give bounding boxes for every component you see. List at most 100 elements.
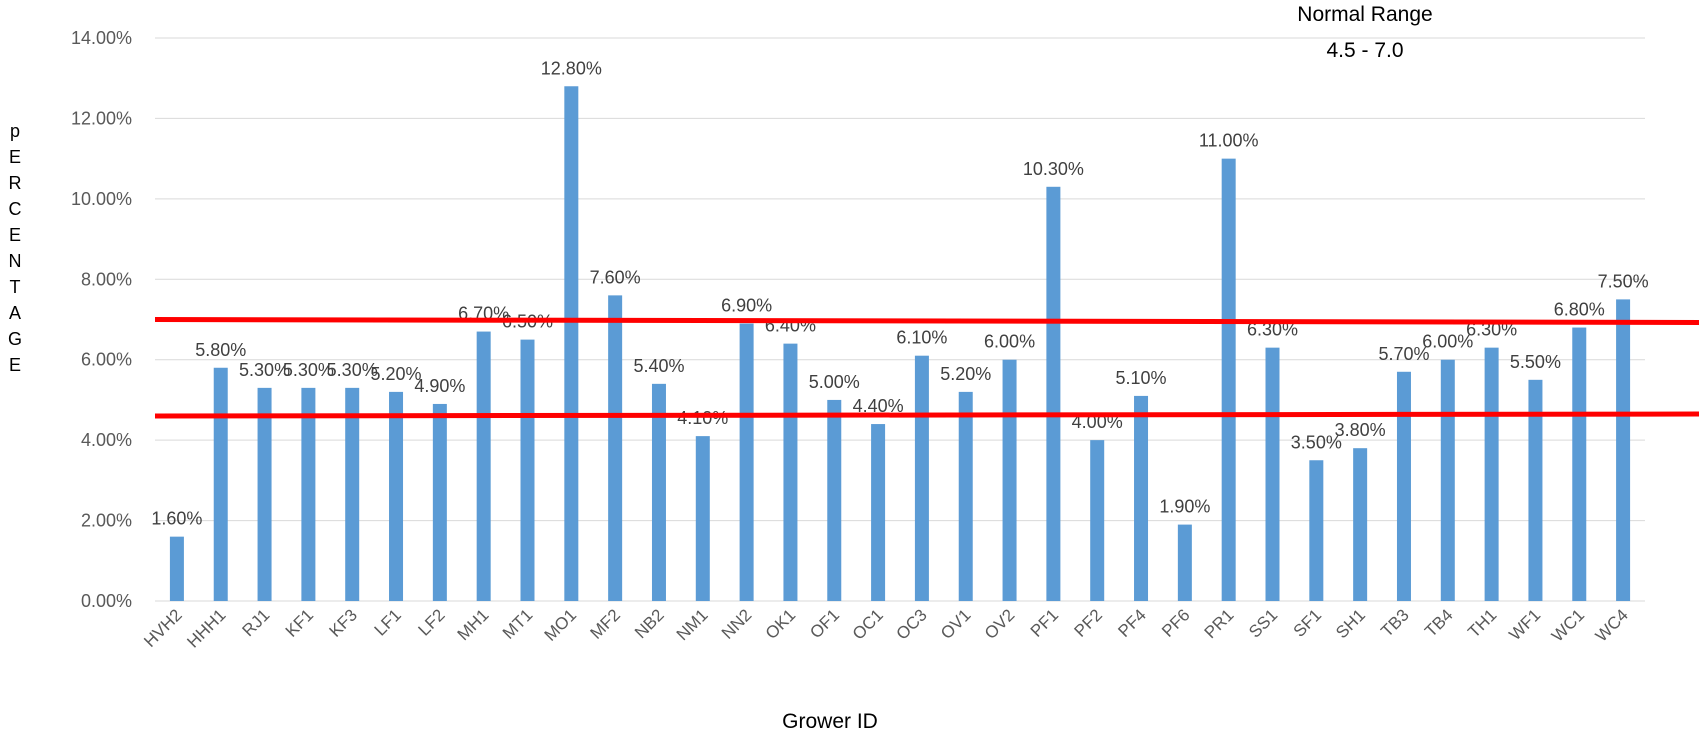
data-label: 5.50% [1510,352,1561,372]
y-tick-label: 10.00% [71,189,132,209]
bar-OV2 [1002,359,1017,601]
y-axis-title-letter: C [9,199,22,219]
bar-OK1 [783,343,798,601]
bar-RJ1 [257,387,272,601]
data-label: 1.60% [151,509,202,529]
x-tick-label: OV1 [937,605,974,642]
reference-line [154,317,1699,325]
bar-TH1 [1484,347,1499,601]
bar-OC3 [914,355,929,601]
data-label: 7.60% [590,267,641,287]
y-axis-title-letter: E [9,225,21,245]
y-tick-label: 12.00% [71,108,132,128]
x-tick-label: TB3 [1377,605,1412,640]
bar-PF4 [1134,395,1149,601]
data-label: 3.50% [1291,432,1342,452]
data-label: 5.80% [195,340,246,360]
x-tick-label: LF1 [371,605,405,639]
data-label: 5.10% [1116,368,1167,388]
annotation-range-values: 4.5 - 7.0 [1326,39,1403,62]
bars [169,86,1631,602]
data-label: 10.30% [1023,159,1084,179]
x-tick-label: PF6 [1158,605,1193,640]
x-tick-label: RJ1 [239,605,274,640]
y-tick-label: 2.00% [81,511,132,531]
bar-LF1 [389,391,404,601]
x-tick-label: WC4 [1592,605,1632,645]
x-tick-label: NB2 [631,605,668,642]
bar-PF1 [1046,186,1061,602]
bar-SH1 [1353,448,1368,601]
y-tick-label: 8.00% [81,269,132,289]
data-label: 5.70% [1378,344,1429,364]
data-label: 5.30% [239,360,290,380]
bar-OV1 [958,391,973,601]
bar-MH1 [476,331,491,601]
bar-MT1 [520,339,535,601]
x-axis-title: Grower ID [782,710,878,733]
x-tick-label: SS1 [1245,605,1281,641]
data-label: 6.80% [1554,300,1605,320]
bar-KF3 [345,387,360,601]
x-tick-label: HVH2 [140,605,186,651]
x-tick-label: MH1 [454,605,493,644]
x-tick-label: WC1 [1548,605,1588,645]
bar-PR1 [1221,158,1236,601]
data-label: 4.10% [677,408,728,428]
x-tick-label: PF1 [1027,605,1062,640]
x-tick-label: SF1 [1290,605,1325,640]
x-tick-label: TH1 [1464,605,1500,641]
x-tick-label: KF1 [282,605,317,640]
y-axis-title-letter: T [10,277,21,297]
data-label: 5.20% [371,364,422,384]
y-axis-title-letter: A [9,303,21,323]
y-axis-title-letter: R [9,173,22,193]
bar-TB3 [1396,371,1411,601]
x-tick-label: NM1 [673,605,712,644]
bar-TB4 [1440,359,1455,601]
data-label: 6.10% [896,328,947,348]
bar-HHH1 [213,367,228,601]
bar-NM1 [695,436,710,601]
data-label: 6.90% [721,296,772,316]
bar-NB2 [651,383,666,601]
x-tick-label: MF2 [586,605,623,642]
x-tick-label: OC1 [849,605,887,643]
bar-MF2 [608,295,623,601]
data-label: 12.80% [541,58,602,78]
x-tick-label: WF1 [1505,605,1544,644]
x-tick-label: MO1 [541,605,580,644]
bar-OC1 [871,424,886,601]
bar-KF1 [301,387,316,601]
data-labels: 1.60%5.80%5.30%5.30%5.30%5.20%4.90%6.70%… [151,58,1648,528]
data-label: 3.80% [1335,420,1386,440]
bar-SF1 [1309,460,1324,601]
data-label: 6.00% [984,332,1035,352]
x-tick-label: PR1 [1201,605,1238,642]
bar-PF2 [1090,440,1105,601]
bar-HVH2 [169,536,184,601]
x-tick-label: HHH1 [183,605,229,651]
x-tick-label: OV2 [981,605,1018,642]
x-tick-label: PF2 [1071,605,1106,640]
y-axis-title-letter: N [9,251,22,271]
y-tick-label: 4.00% [81,430,132,450]
y-axis-title-letter: E [9,355,21,375]
data-label: 4.40% [853,396,904,416]
reference-line [154,411,1699,419]
bar-MO1 [564,86,579,601]
bar-OF1 [827,399,842,601]
data-label: 5.30% [283,360,334,380]
y-axis-title-letter: E [9,147,21,167]
x-tick-label: PF4 [1114,605,1149,640]
x-tick-label: NN2 [718,605,755,642]
y-tick-label: 6.00% [81,350,132,370]
x-tick-label: OF1 [806,605,843,642]
bar-LF2 [432,403,447,601]
y-tick-label: 0.00% [81,591,132,611]
y-tick-label: 14.00% [71,28,132,48]
x-tick-label: LF2 [415,605,449,639]
